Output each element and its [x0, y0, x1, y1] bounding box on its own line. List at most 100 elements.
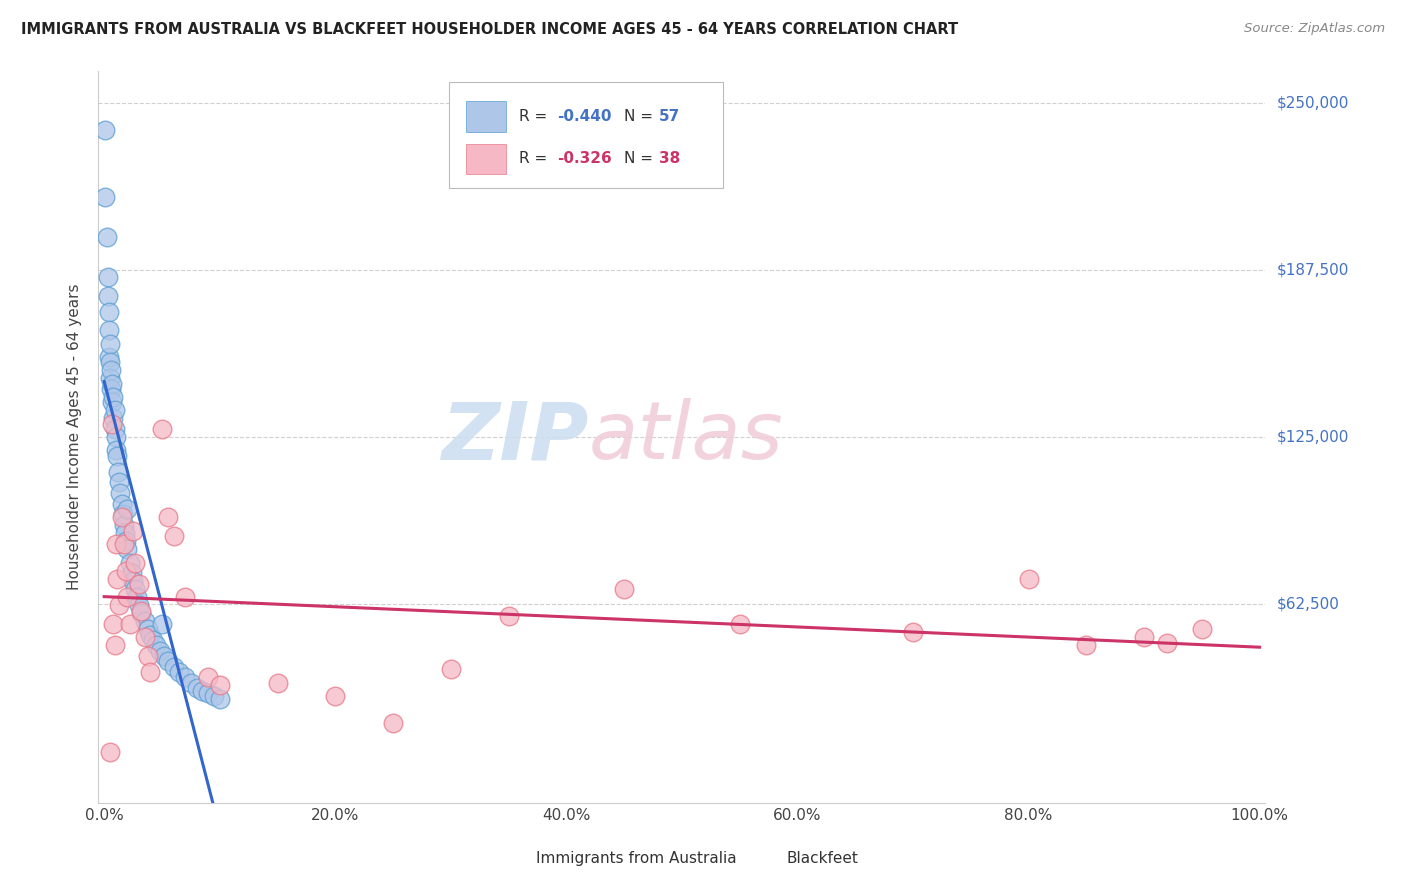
Point: [110, 497, 132, 511]
Point: [382, 715, 405, 730]
Point: [134, 614, 156, 628]
Point: [440, 662, 463, 676]
Point: [1156, 635, 1178, 649]
Point: [104, 422, 127, 436]
Text: R =: R =: [519, 109, 551, 124]
FancyBboxPatch shape: [465, 144, 506, 174]
Point: [197, 670, 219, 684]
Point: [136, 648, 159, 663]
Point: [96, 230, 118, 244]
Point: [98, 355, 121, 369]
Point: [125, 591, 148, 605]
Point: [323, 689, 346, 703]
Point: [169, 665, 191, 679]
Point: [118, 556, 141, 570]
Point: [104, 443, 127, 458]
Point: [197, 686, 219, 700]
Point: [98, 745, 121, 759]
Point: [128, 577, 150, 591]
Point: [145, 638, 167, 652]
Point: [129, 604, 152, 618]
Point: [208, 678, 231, 692]
Point: [128, 599, 150, 613]
Point: [1076, 638, 1098, 652]
Point: [191, 683, 214, 698]
Text: $250,000: $250,000: [1277, 96, 1348, 111]
Text: 57: 57: [658, 109, 681, 124]
Point: [124, 556, 146, 570]
Point: [111, 508, 134, 522]
Point: [103, 390, 125, 404]
Point: [174, 670, 197, 684]
Text: IMMIGRANTS FROM AUSTRALIA VS BLACKFEET HOUSEHOLDER INCOME AGES 45 - 64 YEARS COR: IMMIGRANTS FROM AUSTRALIA VS BLACKFEET H…: [21, 22, 959, 37]
Point: [153, 648, 176, 663]
Point: [105, 572, 128, 586]
Point: [139, 665, 162, 679]
Text: N =: N =: [623, 109, 658, 124]
FancyBboxPatch shape: [494, 847, 530, 870]
Point: [110, 510, 132, 524]
Point: [156, 510, 179, 524]
Point: [101, 395, 124, 409]
Text: $187,500: $187,500: [1277, 263, 1348, 277]
Point: [162, 659, 184, 673]
Point: [122, 574, 145, 589]
Point: [97, 269, 120, 284]
Text: $62,500: $62,500: [1277, 597, 1340, 611]
Text: Blackfeet: Blackfeet: [787, 851, 859, 866]
Point: [117, 542, 139, 557]
Point: [149, 643, 172, 657]
Point: [98, 336, 121, 351]
Point: [112, 518, 135, 533]
Point: [97, 304, 120, 318]
Point: [142, 632, 165, 647]
Text: R =: R =: [519, 152, 551, 167]
Point: [103, 616, 125, 631]
Point: [108, 475, 131, 490]
Point: [94, 190, 117, 204]
Point: [186, 681, 208, 695]
Point: [1018, 572, 1040, 586]
Point: [104, 638, 127, 652]
Point: [114, 526, 136, 541]
Text: $125,000: $125,000: [1277, 430, 1348, 444]
Point: [174, 591, 197, 605]
Point: [104, 403, 127, 417]
Point: [110, 486, 132, 500]
Point: [180, 675, 202, 690]
Point: [112, 537, 135, 551]
Point: [115, 534, 138, 549]
Point: [613, 582, 636, 597]
Point: [124, 582, 146, 597]
Point: [266, 675, 288, 690]
Point: [202, 689, 225, 703]
Text: -0.326: -0.326: [557, 152, 612, 167]
Point: [498, 609, 520, 624]
Point: [117, 591, 139, 605]
FancyBboxPatch shape: [744, 847, 782, 870]
Point: [108, 599, 131, 613]
Point: [728, 616, 751, 631]
Text: Immigrants from Australia: Immigrants from Australia: [536, 851, 737, 866]
Point: [98, 371, 121, 385]
Point: [129, 607, 152, 621]
Point: [105, 449, 128, 463]
Point: [101, 376, 124, 391]
Point: [104, 537, 127, 551]
Text: N =: N =: [623, 152, 658, 167]
Point: [97, 350, 120, 364]
Point: [136, 622, 159, 636]
Text: 38: 38: [658, 152, 681, 167]
Text: ZIP: ZIP: [441, 398, 589, 476]
Point: [118, 616, 141, 631]
Point: [100, 382, 122, 396]
Point: [97, 323, 120, 337]
FancyBboxPatch shape: [465, 101, 506, 132]
Text: -0.440: -0.440: [557, 109, 612, 124]
Point: [139, 627, 162, 641]
Point: [122, 524, 145, 538]
Y-axis label: Householder Income Ages 45 - 64 years: Householder Income Ages 45 - 64 years: [67, 284, 83, 591]
Point: [901, 624, 924, 639]
Point: [150, 616, 173, 631]
Point: [162, 529, 184, 543]
